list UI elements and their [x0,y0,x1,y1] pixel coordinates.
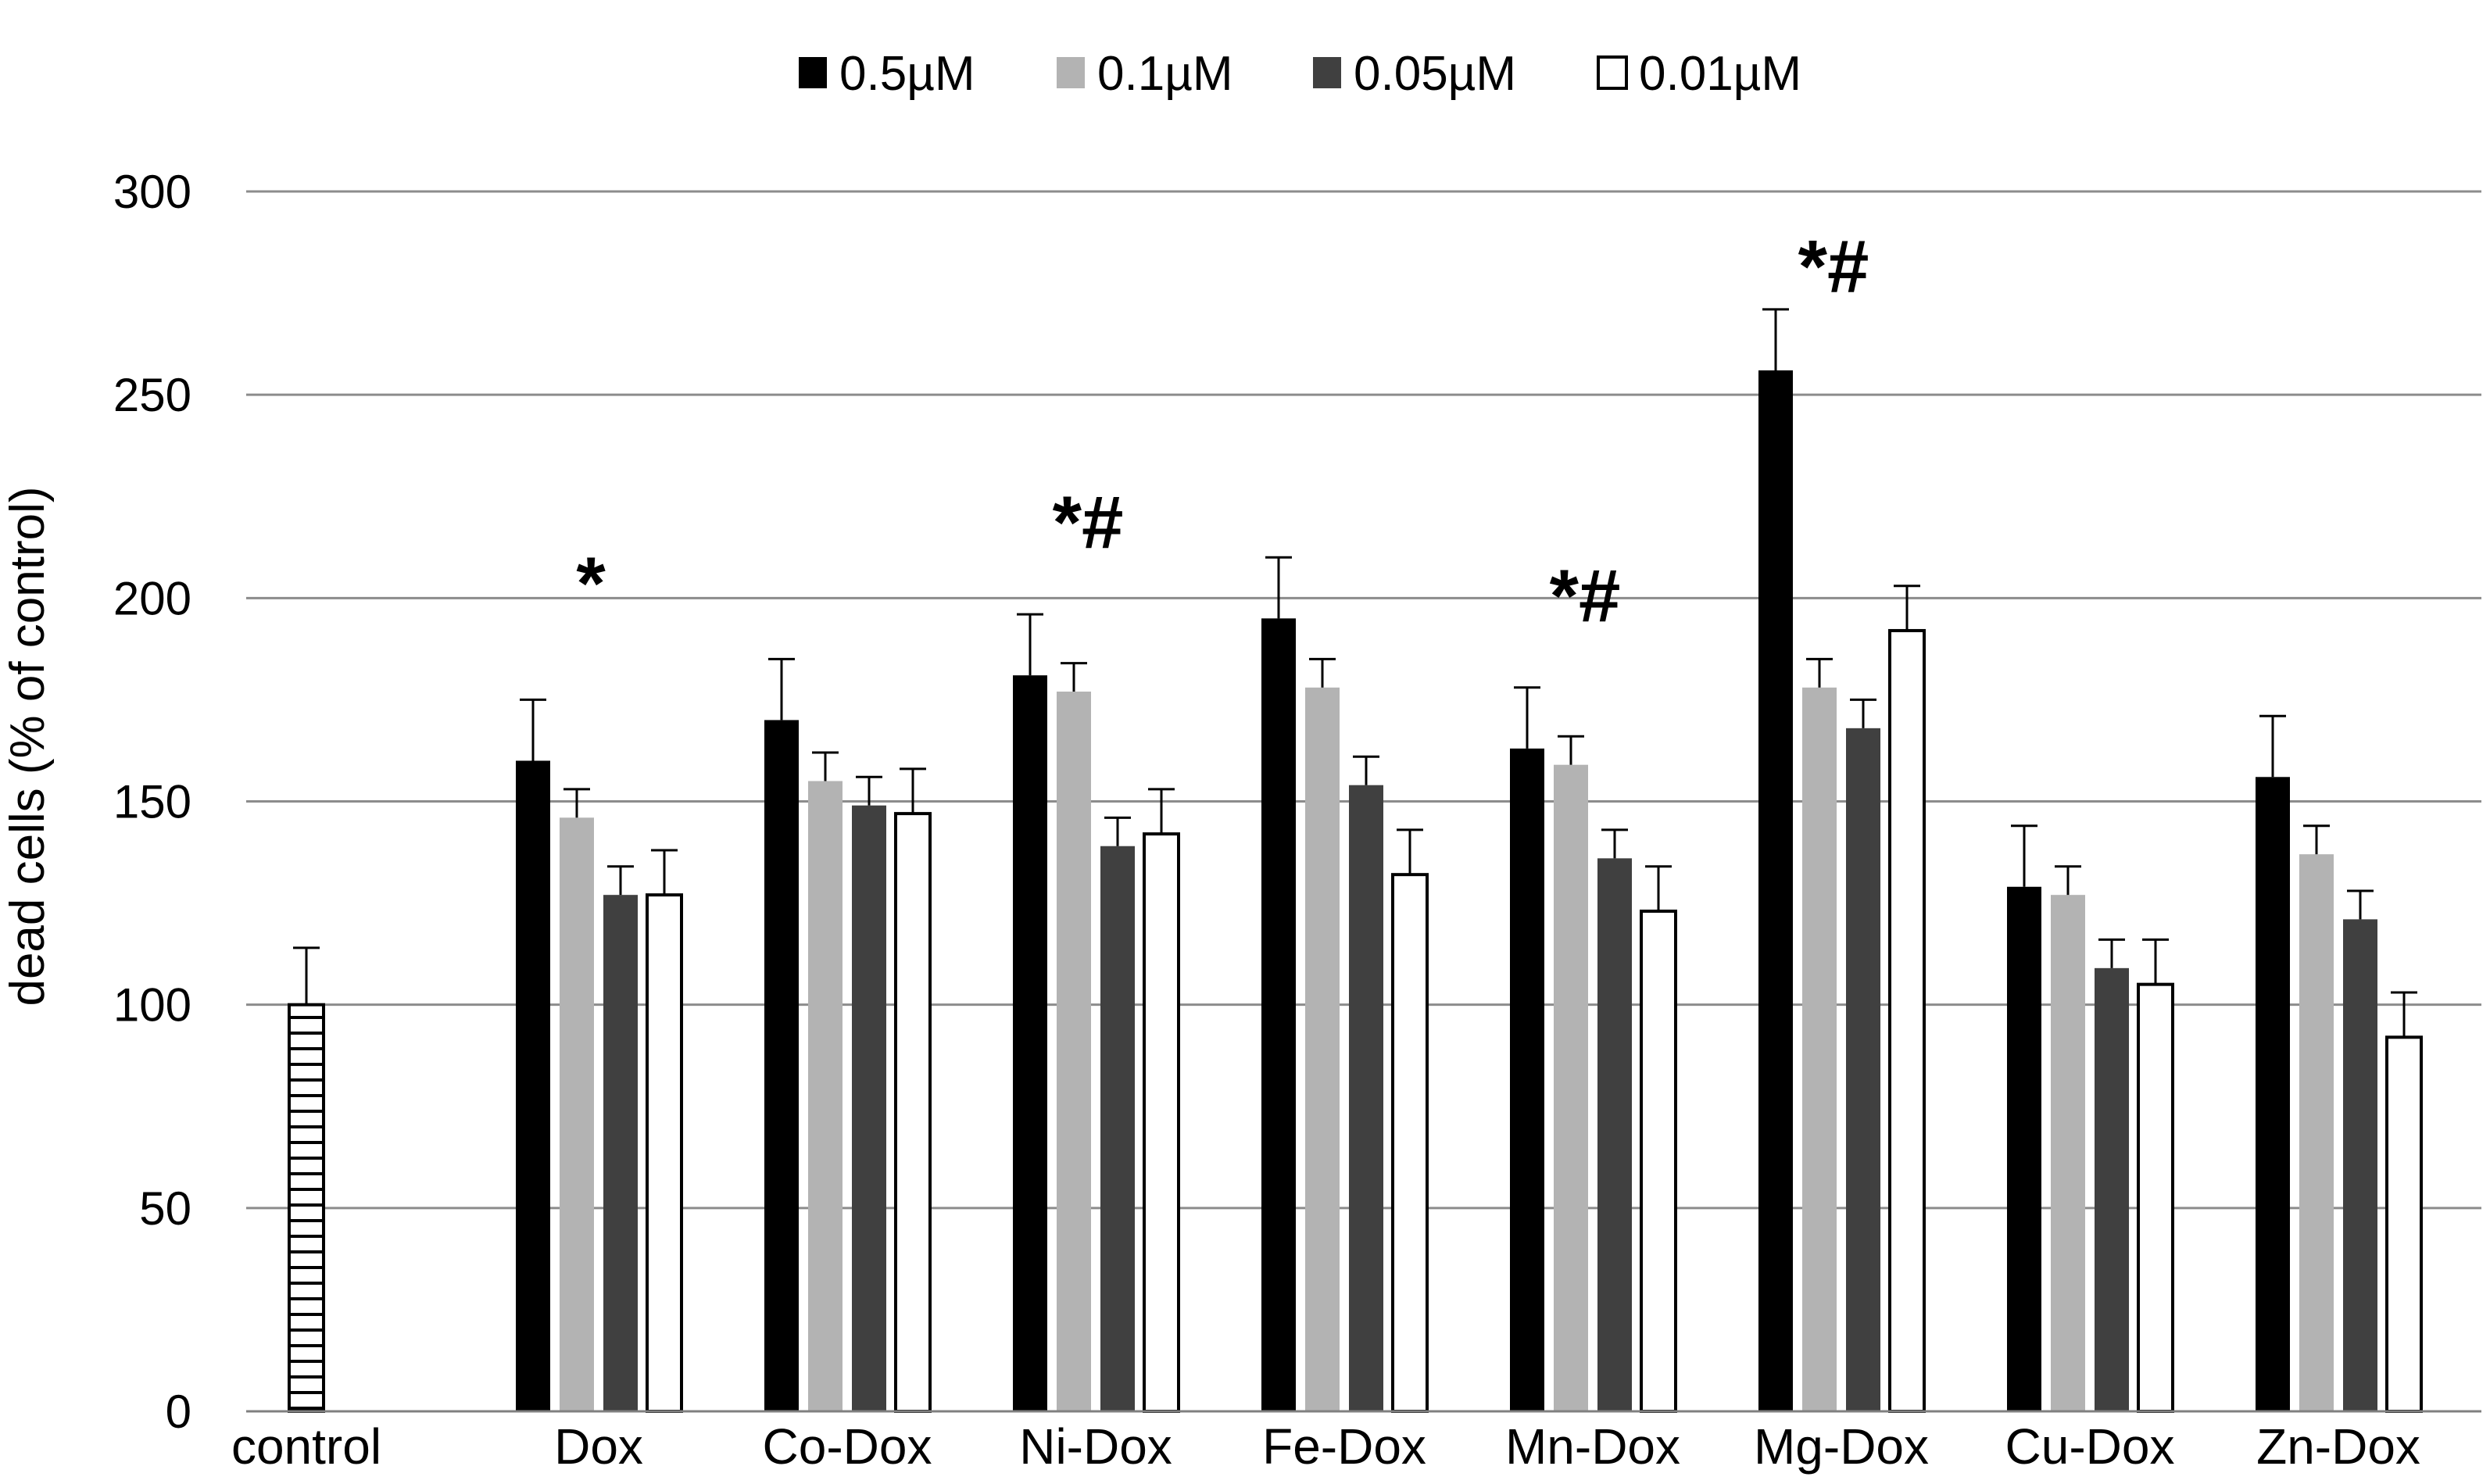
y-tick-label-200: 200 [113,572,191,624]
x-label-Ni-Dox: Ni-Dox [1019,1418,1172,1475]
bar-Mg-Dox-0.5µM [1758,370,1793,1411]
x-label-Cu-Dox: Cu-Dox [2005,1418,2175,1475]
legend-swatch-0.05µM [1313,57,1341,88]
annotations: * *# *# *# [576,225,1869,638]
annotation-Mg-Dox: *# [1798,225,1869,309]
y-tick-label-150: 150 [113,776,191,828]
y-tick-label-0: 0 [166,1386,191,1438]
bar-Cu-Dox-0.5µM [2007,886,2041,1411]
x-label-Co-Dox: Co-Dox [763,1418,932,1475]
y-axis-label: dead cells (% of control) [1,486,55,1006]
bar-Zn-Dox-0.01µM [2385,1035,2423,1413]
bar-Zn-Dox-0.1µM [2299,854,2334,1411]
bar-Co-Dox-0.1µM [808,781,843,1411]
x-axis-labels: control Dox Co-Dox Ni-Dox Fe-Dox Mn-Dox Mg-Dox… [231,1418,2420,1475]
bar-Dox-0.5µM [516,760,550,1411]
annotation-Dox: * [576,542,606,626]
x-label-Dox: Dox [554,1418,643,1475]
x-label-Mg-Dox: Mg-Dox [1754,1418,1929,1475]
bar-Dox-0.05µM [603,895,638,1411]
bar-Ni-Dox-0.01µM [1143,832,1180,1414]
legend-label-0.01µM: 0.01µM [1639,47,1801,101]
bar-Fe-Dox-0.01µM [1391,873,1429,1414]
bars [288,370,2423,1414]
bar-Cu-Dox-0.1µM [2051,895,2085,1411]
bar-Fe-Dox-0.5µM [1261,618,1296,1411]
bar-Co-Dox-0.01µM [894,812,932,1413]
legend-label-0.05µM: 0.05µM [1354,47,1516,101]
x-label-Zn-Dox: Zn-Dox [2256,1418,2420,1475]
bar-Fe-Dox-0.1µM [1305,687,1340,1411]
legend-swatch-0.5µM [799,57,827,88]
legend-swatch-0.01µM [1597,55,1628,90]
bar-Ni-Dox-0.05µM [1100,846,1135,1411]
bar-Mg-Dox-0.1µM [1802,687,1837,1411]
bar-Co-Dox-0.05µM [852,805,886,1411]
x-label-Mn-Dox: Mn-Dox [1505,1418,1680,1475]
bar-Co-Dox-0.5µM [764,720,799,1411]
legend-label-0.5µM: 0.5µM [839,47,975,101]
bar-Mn-Dox-0.1µM [1554,764,1588,1411]
bar-Ni-Dox-0.5µM [1013,675,1047,1411]
x-label-control: control [231,1418,381,1475]
bar-Mn-Dox-0.05µM [1597,858,1632,1411]
annotation-Mn-Dox: *# [1550,554,1621,638]
bar-Cu-Dox-0.01µM [2137,982,2174,1413]
bar-Fe-Dox-0.05µM [1349,785,1383,1411]
legend-label-0.1µM: 0.1µM [1097,47,1233,101]
x-label-Fe-Dox: Fe-Dox [1262,1418,1426,1475]
bar-control [288,1003,325,1413]
y-tick-label-100: 100 [113,979,191,1032]
bar-Mn-Dox-0.01µM [1640,909,1677,1413]
bar-Dox-0.1µM [560,817,594,1411]
y-tick-label-250: 250 [113,369,191,421]
error-bars [293,308,2417,1038]
legend-swatch-0.1µM [1057,57,1085,88]
bar-Ni-Dox-0.1µM [1057,692,1091,1411]
bar-Cu-Dox-0.05µM [2095,967,2129,1411]
y-axis-ticks: 0 50 100 150 200 250 300 [113,166,191,1438]
annotation-Ni-Dox: *# [1053,481,1124,565]
y-tick-label-50: 50 [139,1182,191,1235]
bar-Mg-Dox-0.01µM [1888,628,1926,1413]
bar-Dox-0.01µM [646,893,683,1413]
bar-Mn-Dox-0.5µM [1510,748,1544,1411]
y-tick-label-300: 300 [113,166,191,218]
legend: 0.5µM 0.1µM 0.05µM 0.01µM [799,47,1801,101]
bar-Zn-Dox-0.5µM [2256,777,2290,1411]
bar-Mg-Dox-0.05µM [1846,728,1880,1411]
bar-Zn-Dox-0.05µM [2343,919,2377,1411]
